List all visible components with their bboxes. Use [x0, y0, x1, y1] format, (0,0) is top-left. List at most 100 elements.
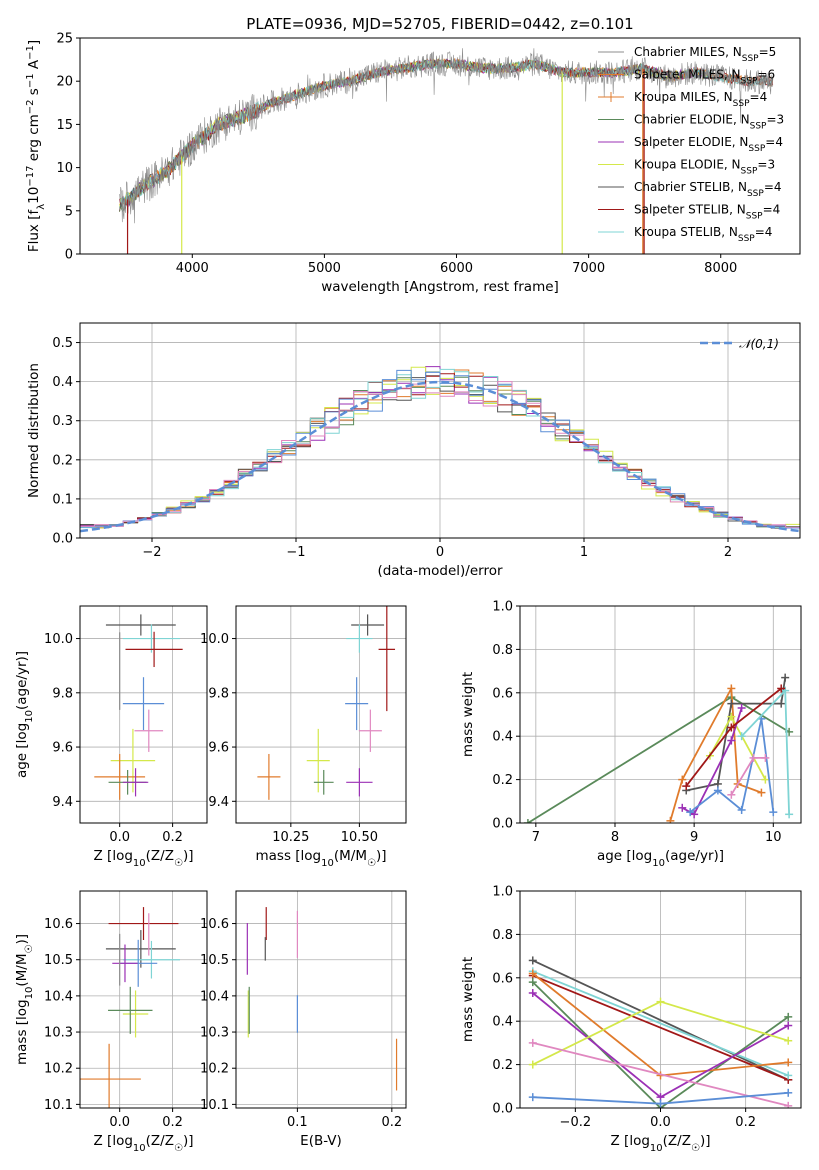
panel-mass_vs_EBV: 0.1 0.2 10.1 10.2 10.3 10.4 10.5 10.6 E(B-V): [200, 890, 407, 1149]
x-axis-label: Z [log10(Z/Z☉)]: [94, 848, 194, 869]
y-tick-label: 0.0: [52, 532, 73, 547]
y-tick-label: 0.3: [52, 414, 73, 429]
legend-entry: Chabrier MILES, NSSP=5: [634, 45, 776, 64]
plot-area-mass_vs_Z: [80, 907, 181, 1108]
y-tick-label: 10.4: [200, 989, 229, 1004]
plot-area-mass_vs_EBV: [246, 907, 398, 1091]
y-tick-label: 10.2: [200, 1062, 229, 1077]
histogram-extra_blue: [80, 369, 800, 529]
axes-frame: [235, 890, 407, 1109]
y-tick-label: 10.1: [44, 1098, 73, 1113]
plot-area-weight_vs_age: [523, 673, 794, 823]
y-tick-label: 9.6: [52, 741, 73, 756]
x-tick-label: 1: [580, 545, 588, 560]
series-chabrier_elodie: [527, 696, 790, 823]
x-tick-label: 0.2: [162, 1115, 183, 1130]
panel-age_vs_mass: 10.25 10.50 9.4 9.6 9.8 10.0 mass [log10(M/M☉)…: [200, 605, 407, 869]
legend-entry: Chabrier STELIB, NSSP=4: [634, 180, 782, 199]
panel-weight_vs_age: 7 8 9 10 0.0 0.2 0.4 0.6 0.8 1.0 age [log10(age/yr…: [460, 600, 802, 869]
x-tick-label: −0.2: [560, 1115, 592, 1130]
y-axis-label: mass weight: [460, 672, 476, 757]
y-tick-label: 0.4: [492, 1015, 513, 1030]
series-kroupa_stelib: [532, 970, 789, 1077]
x-tick-label: 8: [611, 830, 619, 845]
y-tick-label: 0.0: [492, 817, 513, 832]
x-axis-label: age [log10(age/yr)]: [597, 848, 724, 869]
y-tick-label: 9.8: [52, 686, 73, 701]
x-tick-label: 0.0: [109, 830, 130, 845]
y-tick-label: 1.0: [492, 885, 513, 900]
spectrum-legend: Chabrier MILES, NSSP=5 Salpeter MILES, NS…: [598, 45, 784, 244]
x-tick-label: 8000: [704, 261, 737, 276]
y-axis-label: age [log10(age/yr)]: [14, 651, 35, 778]
x-tick-label: 6000: [440, 261, 473, 276]
x-tick-label: 0.2: [381, 1115, 402, 1130]
y-tick-label: 10.0: [44, 632, 73, 647]
legend-entry: Salpeter MILES, NSSP=6: [634, 68, 775, 87]
x-tick-label: 9: [690, 830, 698, 845]
y-tick-label: 10.5: [200, 953, 229, 968]
y-tick-label: 0.4: [492, 730, 513, 745]
y-tick-label: 9.4: [52, 795, 73, 810]
plot-area-residuals: [80, 366, 800, 533]
plot-area-spectrum: [119, 48, 774, 254]
y-tick-label: 10.6: [200, 917, 229, 932]
y-tick-label: 9.4: [208, 795, 229, 810]
x-tick-label: 0.2: [735, 1115, 756, 1130]
spectrum-chabrier_stelib: [119, 58, 774, 212]
series-kroupa_elodie: [709, 714, 767, 781]
x-tick-label: 0.1: [287, 1115, 308, 1130]
y-tick-label: 10.6: [44, 917, 73, 932]
x-tick-label: 0: [436, 545, 444, 560]
legend-entry: Kroupa STELIB, NSSP=4: [634, 225, 772, 244]
plot-area-weight_vs_Z: [528, 956, 793, 1108]
y-tick-label: 10.0: [200, 632, 229, 647]
x-tick-label: 0.2: [162, 830, 183, 845]
x-tick-label: 5000: [308, 261, 341, 276]
x-axis-label: E(B-V): [300, 1133, 342, 1149]
legend-entry: Chabrier ELODIE, NSSP=3: [634, 113, 784, 132]
y-tick-label: 0.8: [492, 643, 513, 658]
panel-age_vs_Z: 0.0 0.2 9.4 9.6 9.8 10.0 Z [log10(Z/Z☉)] age [l…: [14, 605, 208, 869]
y-tick-label: 0.6: [492, 971, 513, 986]
y-tick-label: 15: [56, 118, 73, 133]
legend-entry: Salpeter STELIB, NSSP=4: [634, 203, 780, 222]
y-tick-label: 10.4: [44, 989, 73, 1004]
spectrum-chabrier_miles: [119, 48, 774, 224]
y-tick-label: 0.0: [492, 1102, 513, 1117]
axes-frame: [79, 605, 208, 824]
legend-entry: Kroupa ELODIE, NSSP=3: [634, 158, 775, 177]
y-tick-label: 0.6: [492, 686, 513, 701]
x-tick-label: −1: [286, 545, 305, 560]
y-tick-label: 10: [56, 161, 73, 176]
y-tick-label: 0.2: [492, 1058, 513, 1073]
plot-area-age_vs_mass: [257, 606, 396, 800]
y-tick-label: 9.6: [208, 741, 229, 756]
x-axis-label: mass [log10(M/M☉)]: [255, 848, 386, 869]
axes-frame: [235, 605, 407, 824]
x-tick-label: 0.0: [109, 1115, 130, 1130]
y-tick-label: 5: [65, 204, 73, 219]
panel-mass_vs_Z: 0.0 0.2 10.1 10.2 10.3 10.4 10.5 10.6 Z [log10(Z…: [14, 890, 208, 1154]
x-tick-label: 10: [765, 830, 782, 845]
x-axis-label: wavelength [Angstrom, rest frame]: [321, 279, 559, 295]
y-tick-label: 0.8: [492, 928, 513, 943]
panel-residuals: −2 −1 0 1 2 0.0 0.1 0.2 0.3 0.4 0.5 (data-model)/er…: [26, 322, 801, 579]
axes-frame: [519, 605, 802, 824]
series-extra_pink: [532, 1042, 789, 1107]
x-axis-label: Z [log10(Z/Z☉)]: [611, 1133, 711, 1154]
y-axis-label: Flux [fλ10−17 erg cm−2 s−1 A−1]: [25, 40, 47, 252]
series-chabrier_elodie: [532, 981, 789, 1108]
y-tick-label: 0.2: [52, 453, 73, 468]
gaussian-curve: [80, 380, 800, 533]
x-tick-label: 7000: [572, 261, 605, 276]
y-tick-label: 20: [56, 75, 73, 90]
legend-entry-gaussian: 𝒩(0,1): [739, 337, 779, 351]
y-axis-label: mass weight: [460, 957, 476, 1042]
axes-frame: [79, 37, 801, 255]
axes-frame: [79, 890, 208, 1109]
x-tick-label: 0.0: [650, 1115, 671, 1130]
x-axis-label: Z [log10(Z/Z☉)]: [94, 1133, 194, 1154]
histogram-extra_pink: [80, 381, 800, 528]
